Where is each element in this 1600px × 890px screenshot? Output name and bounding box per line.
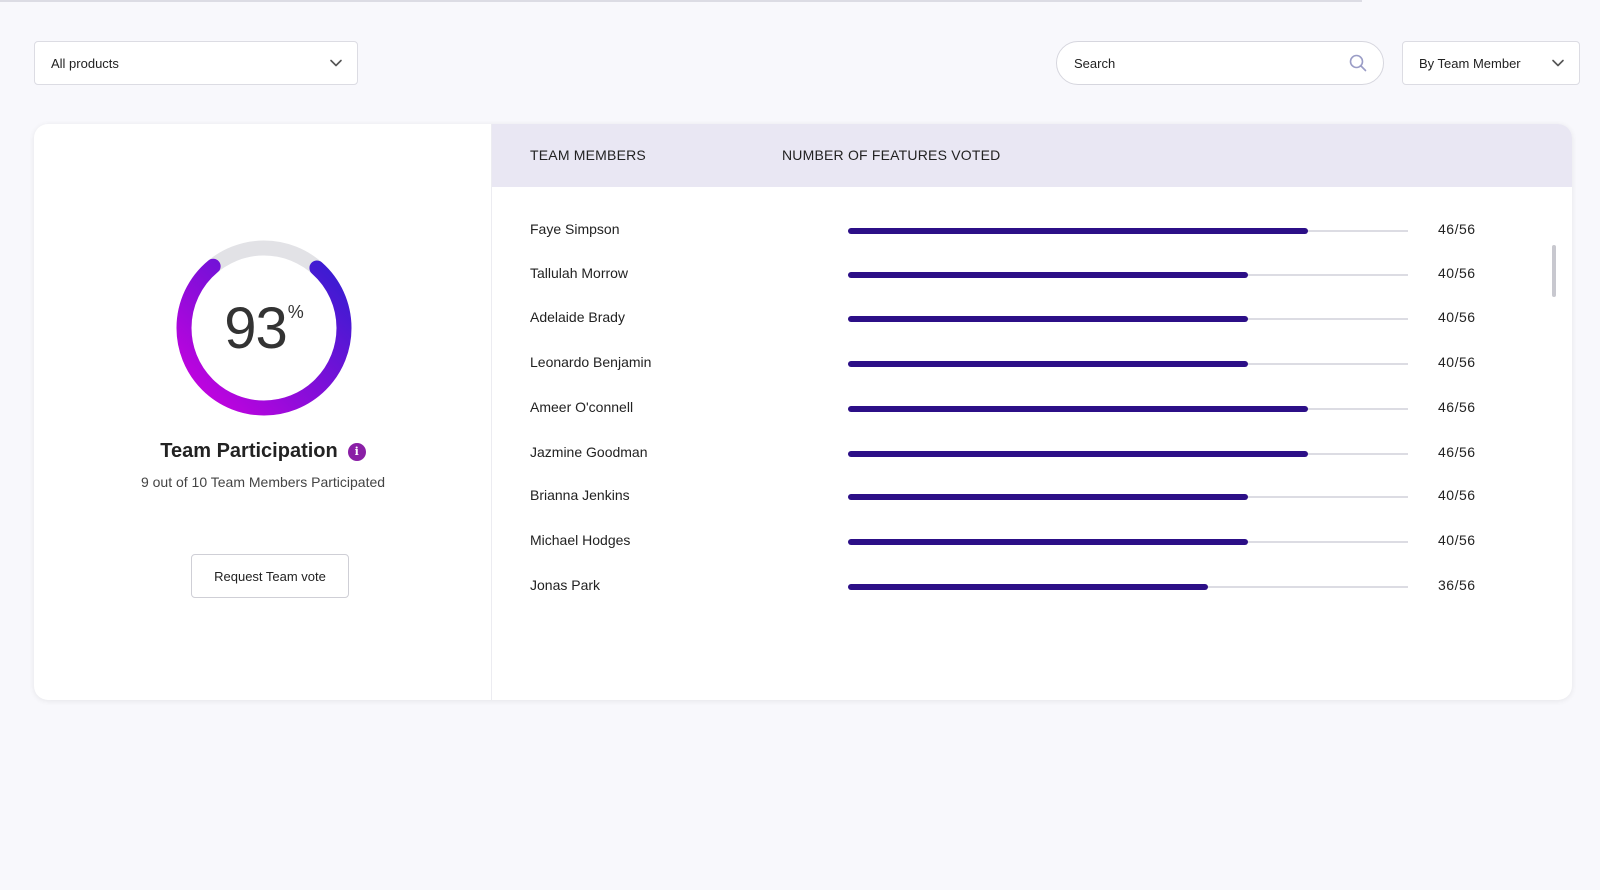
features-voted-count: 40/56 xyxy=(1438,487,1476,503)
search-input[interactable] xyxy=(1074,55,1349,71)
progress-fill xyxy=(848,584,1208,590)
features-voted-count: 36/56 xyxy=(1438,577,1476,593)
group-by-dropdown-value: By Team Member xyxy=(1419,55,1521,71)
table-row: Jonas Park 36/56 xyxy=(492,577,1572,597)
members-table: TEAM MEMBERS NUMBER OF FEATURES VOTED Fa… xyxy=(492,124,1572,700)
column-header-features-voted: NUMBER OF FEATURES VOTED xyxy=(782,147,1001,163)
progress-track xyxy=(848,361,1408,367)
progress-track xyxy=(848,584,1408,590)
participation-card: 93 % Team Participation i 9 out of 10 Te… xyxy=(34,124,1572,700)
table-row: Leonardo Benjamin 40/56 xyxy=(492,354,1572,374)
table-row: Jazmine Goodman 46/56 xyxy=(492,444,1572,464)
member-name: Jazmine Goodman xyxy=(530,444,648,460)
member-name: Tallulah Morrow xyxy=(530,265,629,281)
progress-track xyxy=(848,494,1408,500)
search-icon[interactable] xyxy=(1349,54,1367,72)
features-voted-count: 40/56 xyxy=(1438,309,1476,325)
info-icon[interactable]: i xyxy=(347,442,366,461)
features-voted-count: 46/56 xyxy=(1438,399,1476,415)
column-header-team-members: TEAM MEMBERS xyxy=(530,147,646,163)
table-header: TEAM MEMBERS NUMBER OF FEATURES VOTED xyxy=(492,124,1572,187)
progress-fill xyxy=(848,406,1308,412)
member-name: Faye Simpson xyxy=(530,221,620,237)
products-dropdown[interactable]: All products xyxy=(34,41,358,85)
progress-track xyxy=(848,228,1408,234)
gauge-value: 93 % xyxy=(176,240,352,416)
participation-summary: 93 % Team Participation i 9 out of 10 Te… xyxy=(34,124,492,700)
progress-track xyxy=(848,272,1408,278)
percent-symbol: % xyxy=(287,302,304,322)
features-voted-count: 46/56 xyxy=(1438,221,1476,237)
member-name: Brianna Jenkins xyxy=(530,487,630,503)
progress-fill xyxy=(848,361,1248,367)
table-row: Ameer O'connell 46/56 xyxy=(492,399,1572,419)
table-row: Adelaide Brady 40/56 xyxy=(492,309,1572,329)
member-name: Michael Hodges xyxy=(530,532,631,548)
table-row: Michael Hodges 40/56 xyxy=(492,532,1572,552)
participation-subtitle: 9 out of 10 Team Members Participated xyxy=(140,474,386,490)
table-row: Tallulah Morrow 40/56 xyxy=(492,265,1572,285)
participation-percent: 93 xyxy=(224,295,288,361)
progress-fill xyxy=(848,494,1248,500)
progress-track xyxy=(848,406,1408,412)
features-voted-count: 46/56 xyxy=(1438,444,1476,460)
features-voted-count: 40/56 xyxy=(1438,532,1476,548)
member-name: Adelaide Brady xyxy=(530,309,625,325)
chevron-down-icon xyxy=(1552,59,1564,67)
member-name: Ameer O'connell xyxy=(530,399,634,415)
request-team-vote-button[interactable]: Request Team vote xyxy=(191,554,349,598)
top-divider xyxy=(0,0,1362,2)
features-voted-count: 40/56 xyxy=(1438,265,1476,281)
search-field[interactable] xyxy=(1056,41,1384,85)
progress-fill xyxy=(848,316,1248,322)
table-row: Brianna Jenkins 40/56 xyxy=(492,487,1572,507)
participation-title: Team Participation xyxy=(160,440,338,462)
participation-heading: Team Participation i xyxy=(34,440,492,463)
features-voted-count: 40/56 xyxy=(1438,354,1476,370)
gauge-ring xyxy=(176,240,352,416)
products-dropdown-value: All products xyxy=(51,55,119,71)
participation-gauge: 93 % xyxy=(176,240,352,416)
progress-fill xyxy=(848,451,1308,457)
progress-fill xyxy=(848,539,1248,545)
member-name: Leonardo Benjamin xyxy=(530,354,652,370)
table-row: Faye Simpson 46/56 xyxy=(492,221,1572,241)
member-name: Jonas Park xyxy=(530,577,601,593)
group-by-dropdown[interactable]: By Team Member xyxy=(1402,41,1580,85)
progress-track xyxy=(848,451,1408,457)
progress-fill xyxy=(848,228,1308,234)
chevron-down-icon xyxy=(330,59,342,67)
progress-track xyxy=(848,539,1408,545)
scrollbar[interactable] xyxy=(1552,245,1556,297)
progress-track xyxy=(848,316,1408,322)
progress-fill xyxy=(848,272,1248,278)
gauge-arc xyxy=(176,240,352,416)
